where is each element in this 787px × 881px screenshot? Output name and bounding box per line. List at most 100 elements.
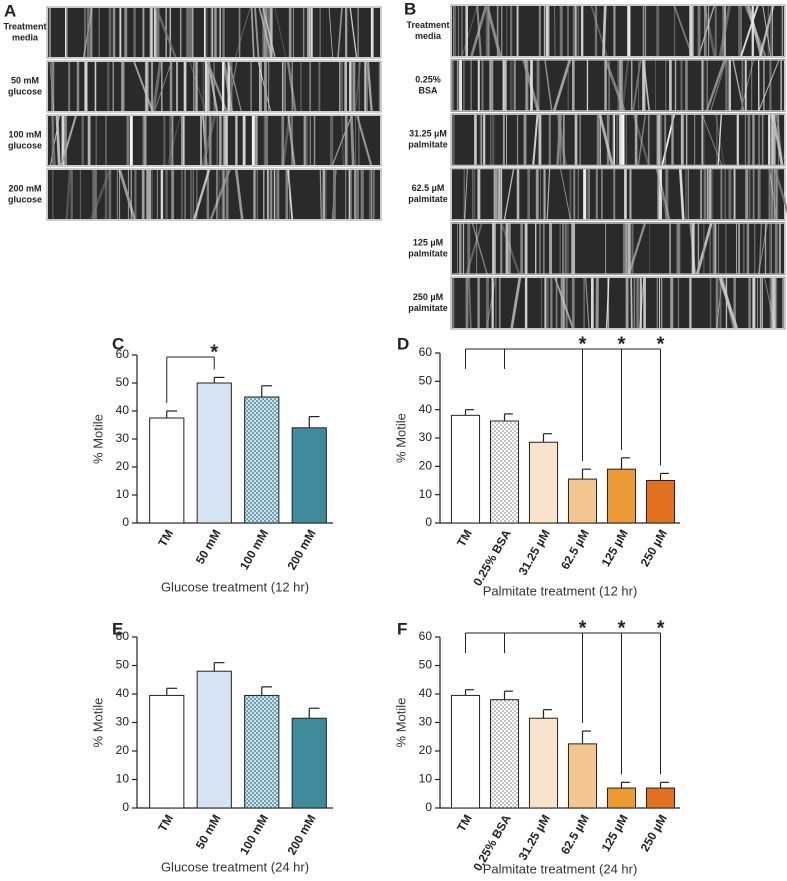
kymograph-streak (471, 223, 488, 274)
kymograph-label: palmitate (408, 140, 448, 150)
kymograph-streak (468, 277, 472, 329)
significance-label: * (657, 333, 665, 355)
kymograph-streak (151, 61, 162, 112)
bar (450, 414, 481, 524)
kymograph-streak (718, 5, 731, 57)
x-tick-label: 200 mM (284, 812, 318, 857)
kymograph-frame (450, 167, 786, 221)
bar (291, 717, 327, 809)
kymograph (48, 8, 380, 57)
kymograph-streak (764, 277, 776, 329)
kymograph-streak (744, 5, 767, 57)
kymograph-streak (595, 277, 599, 329)
y-tick-label: 30 (116, 431, 130, 445)
kymograph-streak (705, 60, 726, 111)
panel-label: F (397, 619, 407, 638)
bar (528, 717, 559, 809)
y-tick-label: 0 (425, 515, 432, 529)
x-tick-label: 50 mM (193, 812, 224, 851)
kymograph-streak (49, 61, 55, 112)
kymograph-streak (349, 7, 358, 58)
y-tick-label: 60 (419, 629, 433, 643)
y-tick-label: 40 (116, 686, 130, 700)
kymograph-label: 62.5 µM (412, 183, 445, 193)
kymograph-streak (133, 61, 154, 112)
kymograph-streak (118, 169, 136, 220)
y-tick-label: 50 (419, 658, 433, 672)
kymograph-streak (319, 169, 322, 220)
bar (450, 694, 481, 809)
significance-label: * (579, 333, 587, 355)
kymograph-streak (758, 223, 768, 274)
kymograph-frame (450, 58, 786, 112)
y-tick-label: 50 (419, 374, 433, 388)
kymograph-frame (450, 276, 786, 330)
kymograph-streak (703, 5, 716, 57)
y-tick-label: 60 (116, 347, 130, 361)
kymograph-streak (758, 60, 780, 111)
kymograph-streak (461, 5, 478, 57)
kymograph-streak (698, 5, 715, 57)
y-tick-label: 60 (419, 345, 433, 359)
kymograph-label: 250 µM (413, 292, 443, 302)
x-tick-label: 125 µM (599, 812, 631, 854)
kymograph-streak (465, 223, 483, 274)
kymograph-label: Treatment (406, 20, 449, 30)
kymograph-streak (354, 61, 362, 112)
kymograph-streak (740, 5, 759, 57)
kymograph-label: 125 µM (413, 237, 443, 247)
kymograph-streak (234, 169, 244, 220)
kymograph-streak (155, 7, 177, 58)
kymograph-streak (630, 277, 633, 329)
kymograph-streak (553, 5, 556, 57)
kymograph-streak (65, 169, 72, 220)
x-axis-title: Palmitate treatment (24 hr) (483, 861, 638, 876)
y-tick-label: 30 (419, 715, 433, 729)
kymograph-frame (46, 6, 382, 59)
x-tick-label: 62.5 µM (558, 812, 592, 857)
y-tick-label: 0 (425, 800, 432, 814)
kymograph-streak (544, 60, 553, 111)
x-tick-label: 250 µM (638, 527, 670, 569)
kymograph-streak (585, 277, 590, 329)
kymograph-streak (55, 115, 61, 166)
kymograph (452, 114, 784, 165)
x-tick-label: TM (454, 812, 475, 834)
kymograph-label: media (12, 32, 39, 42)
bar (196, 670, 232, 809)
y-tick-label: 0 (122, 800, 129, 814)
kymograph-frame (46, 114, 382, 167)
kymograph-label: 100 mM (8, 129, 41, 139)
x-tick-label: 31.25 µM (516, 527, 553, 578)
kymograph-frame (46, 60, 382, 113)
kymograph-streak (464, 169, 468, 220)
y-tick-label: 20 (419, 459, 433, 473)
x-axis-title: Glucose treatment (24 hr) (161, 859, 309, 874)
bar (567, 478, 598, 524)
y-axis-title: % Motile (393, 413, 408, 463)
kymograph-streak (189, 61, 207, 112)
kymograph-streak (331, 115, 353, 166)
bar (489, 420, 520, 524)
significance-label: * (618, 617, 626, 639)
bar (291, 427, 327, 524)
panel-label: E (112, 619, 123, 638)
y-tick-label: 0 (122, 515, 129, 529)
kymograph-label: media (415, 31, 442, 41)
bar (149, 417, 185, 524)
kymograph-streak (602, 5, 607, 57)
kymograph-label: 50 mM (11, 75, 39, 85)
kymograph-streak (209, 169, 231, 220)
kymograph-streak (656, 169, 667, 220)
x-tick-label: 250 µM (638, 812, 670, 854)
bar (645, 787, 676, 809)
y-tick-label: 20 (116, 743, 130, 757)
kymograph-streak (632, 60, 642, 111)
significance-label: * (579, 617, 587, 639)
kymograph-streak (546, 169, 551, 220)
kymograph-streak (328, 7, 334, 58)
x-axis-title: Palmitate treatment (12 hr) (483, 583, 638, 598)
kymograph-streak (262, 7, 276, 58)
y-tick-label: 10 (419, 772, 433, 786)
y-tick-label: 10 (116, 772, 130, 786)
